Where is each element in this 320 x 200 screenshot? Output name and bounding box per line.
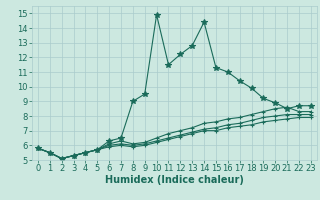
X-axis label: Humidex (Indice chaleur): Humidex (Indice chaleur) [105, 175, 244, 185]
